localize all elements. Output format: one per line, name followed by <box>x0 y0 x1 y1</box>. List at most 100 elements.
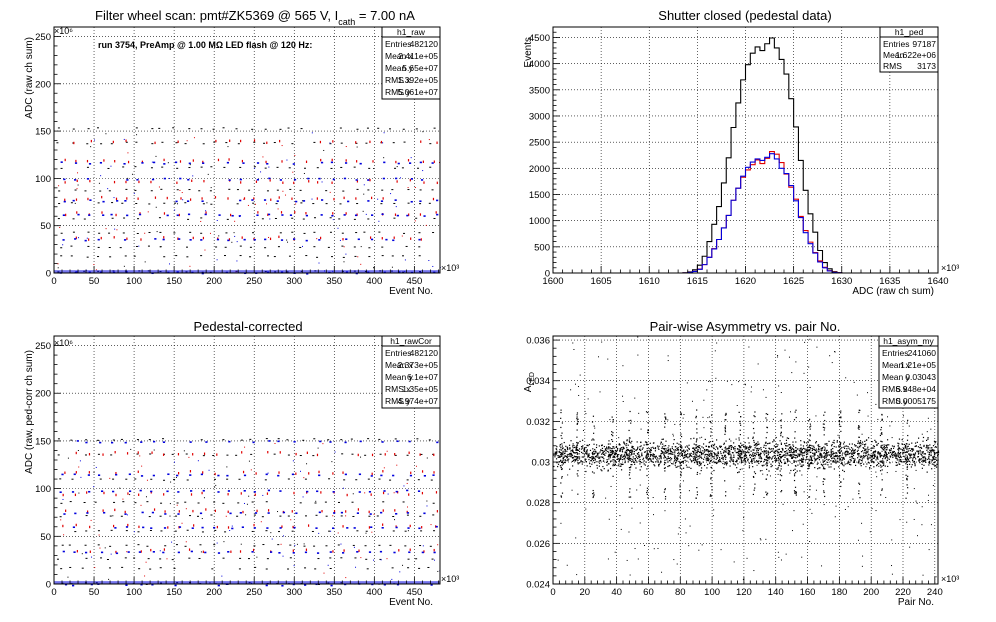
data-point <box>824 419 826 422</box>
data-point-blue <box>304 584 307 586</box>
data-point <box>766 454 768 457</box>
data-point <box>767 454 770 456</box>
data-point <box>923 445 925 448</box>
data-point <box>788 454 791 456</box>
data-point <box>768 452 770 454</box>
data-point <box>580 448 583 450</box>
data-point-outlier <box>791 463 793 465</box>
data-point-blue <box>373 559 375 561</box>
data-point-blue <box>423 215 426 217</box>
data-point <box>781 455 783 458</box>
data-point-red <box>180 197 182 200</box>
data-point <box>902 461 904 463</box>
data-point <box>700 450 702 452</box>
data-point <box>661 450 663 452</box>
data-point <box>624 460 626 462</box>
data-point <box>744 446 746 448</box>
data-point <box>611 439 613 441</box>
data-point-blue <box>333 512 336 514</box>
data-point <box>695 454 697 456</box>
data-point <box>572 447 574 449</box>
data-point <box>823 463 825 465</box>
data-point <box>870 455 873 457</box>
data-point <box>628 429 630 432</box>
data-point <box>910 456 912 459</box>
data-point-black <box>202 143 205 145</box>
data-point <box>685 455 687 457</box>
data-point <box>633 458 635 460</box>
data-point-red <box>322 443 324 445</box>
data-point <box>647 432 649 434</box>
data-point <box>576 449 578 451</box>
data-point <box>629 441 631 443</box>
data-point <box>872 461 875 463</box>
data-point <box>738 437 740 439</box>
data-point-black <box>189 515 192 517</box>
data-point <box>600 444 603 447</box>
data-point-black <box>99 190 102 192</box>
data-point-blue <box>379 550 383 553</box>
data-point-blue <box>399 177 401 179</box>
data-point-outlier <box>722 460 724 462</box>
data-point <box>714 453 717 455</box>
data-point <box>766 462 768 464</box>
data-point <box>843 470 845 473</box>
data-point <box>646 449 648 452</box>
data-point-black <box>356 203 359 205</box>
data-point-black <box>312 455 315 457</box>
data-point <box>933 457 935 459</box>
data-point-red <box>178 510 180 513</box>
data-point <box>627 461 629 463</box>
data-point <box>561 437 563 439</box>
data-point <box>928 461 930 463</box>
data-point <box>748 462 750 464</box>
data-point-red <box>345 510 347 513</box>
data-point <box>766 452 768 454</box>
data-point-black <box>214 529 217 531</box>
data-point <box>738 439 740 441</box>
data-point-black <box>188 557 191 559</box>
data-point <box>604 449 607 451</box>
data-point <box>689 453 691 455</box>
data-point <box>899 453 901 455</box>
data-point-red <box>75 451 77 455</box>
data-point-black <box>224 255 227 257</box>
data-point <box>860 451 863 453</box>
data-point <box>559 465 562 467</box>
data-point-red <box>214 472 216 476</box>
data-point-blue <box>107 188 109 190</box>
y-tick-label: 3000 <box>529 111 550 122</box>
data-point-blue <box>267 512 270 514</box>
data-point-black <box>415 217 418 219</box>
data-point <box>711 450 713 453</box>
data-point <box>627 444 629 446</box>
data-point-outlier <box>778 556 780 558</box>
data-point-red <box>421 526 423 529</box>
data-point-red <box>317 181 319 184</box>
data-point-outlier <box>607 558 609 560</box>
data-point <box>853 450 855 452</box>
data-point-blue <box>97 474 101 477</box>
data-point <box>893 450 895 453</box>
data-point <box>929 444 931 446</box>
data-point <box>593 453 595 455</box>
x-tick-label: 0 <box>51 276 56 287</box>
data-point-black <box>59 478 62 480</box>
data-point-red <box>256 509 258 513</box>
data-point-red <box>102 453 104 456</box>
data-point-outlier <box>772 418 774 420</box>
x-tick-label: 1600 <box>542 276 563 287</box>
data-point <box>784 456 786 458</box>
data-point <box>806 447 809 449</box>
data-point-red <box>177 453 180 456</box>
data-point-outlier <box>791 372 793 374</box>
data-point-red <box>345 159 347 162</box>
data-point-black <box>202 455 205 457</box>
stats-row-label: RMS <box>883 61 902 71</box>
data-point <box>894 453 896 455</box>
data-point <box>789 446 791 449</box>
data-point-outlier <box>916 502 918 504</box>
data-point <box>811 452 814 454</box>
data-point <box>569 454 571 456</box>
data-point <box>774 459 776 462</box>
